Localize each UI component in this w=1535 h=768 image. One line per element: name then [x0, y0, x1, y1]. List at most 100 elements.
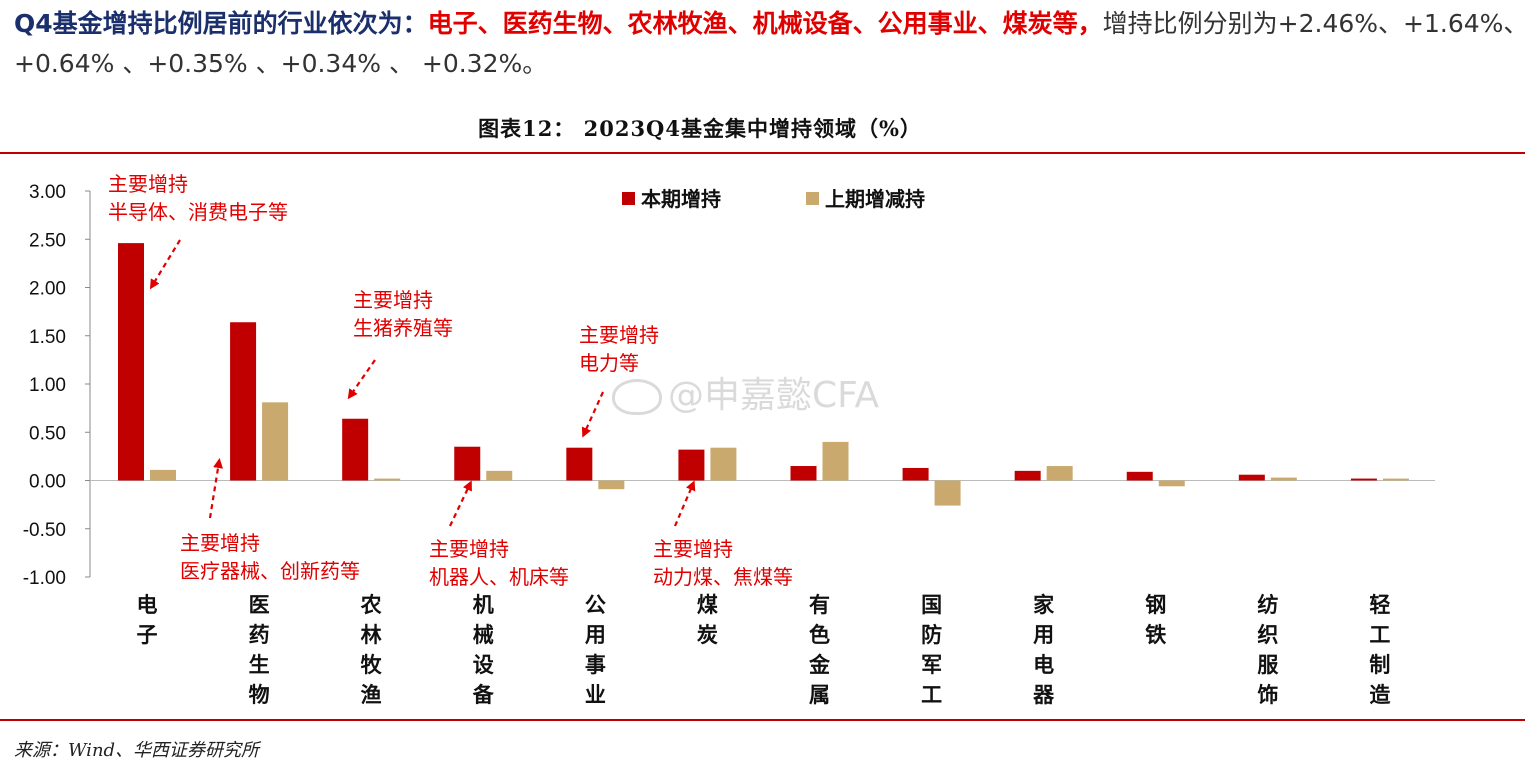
chart-annotations: 主要增持半导体、消费电子等主要增持医疗器械、创新药等主要增持生猪养殖等主要增持机…: [108, 172, 793, 589]
headline-highlight: 电子、医药生物、农林牧渔、机械设备、公用事业、煤炭等，: [427, 9, 1103, 38]
bar-previous: [934, 480, 961, 506]
category-label-char: 钢: [1145, 592, 1166, 617]
annotation-text: 医疗器械、创新药等: [180, 559, 360, 583]
y-tick-label: 1.50: [29, 327, 66, 348]
legend-label: 上期增减持: [825, 187, 925, 211]
annotation-arrow: [581, 391, 605, 438]
annotation-text: 生猪养殖等: [353, 316, 453, 340]
chart-title: 图表12： 2023Q4基金集中增持领域（%）: [478, 116, 922, 141]
annotation-text: 主要增持: [653, 537, 733, 561]
category-label-char: 事: [585, 652, 606, 677]
bar-current: [902, 467, 929, 481]
category-label-char: 煤: [697, 592, 718, 617]
y-tick-label: 0.00: [29, 472, 66, 493]
category-label-char: 设: [473, 652, 494, 677]
y-tick-label: 0.50: [29, 423, 66, 444]
annotation-text: 动力煤、焦煤等: [653, 565, 793, 589]
bar-current: [790, 466, 817, 481]
bar-previous: [150, 469, 176, 481]
legend-swatch: [622, 192, 635, 205]
category-label-char: 国: [921, 592, 942, 617]
bar-current: [454, 446, 481, 481]
bar-previous: [374, 478, 401, 481]
top-rule: [0, 152, 1525, 154]
category-label-char: 用: [1033, 622, 1054, 647]
bar-previous: [1158, 480, 1185, 487]
bar-current: [1126, 471, 1153, 481]
category-label-char: 制: [1369, 652, 1390, 677]
weibo-logo-icon: [612, 379, 662, 415]
category-label-char: 属: [809, 682, 830, 707]
category-label-char: 医: [249, 592, 270, 617]
annotation-text: 主要增持: [579, 323, 659, 347]
category-label-char: 机: [473, 592, 494, 617]
annotation-arrow: [347, 359, 376, 400]
category-label-char: 防: [921, 622, 942, 647]
bar-previous: [1046, 466, 1073, 481]
category-label-char: 金: [808, 652, 831, 677]
bottom-rule: [0, 719, 1525, 721]
bar-current: [566, 447, 593, 481]
bar-current: [118, 243, 144, 481]
bar-previous: [1382, 478, 1409, 481]
headline-tail: 增持比例分别为+2.46%、+1.64%、 +0.64% 、+0.35% 、+0…: [14, 9, 1529, 78]
bar-current: [1350, 478, 1377, 481]
legend-swatch: [806, 192, 819, 205]
category-label-char: 用: [585, 622, 606, 647]
category-label-char: 林: [361, 622, 382, 647]
bar-previous: [486, 470, 513, 481]
annotation-text: 主要增持: [108, 172, 188, 196]
annotation-text: 主要增持: [429, 537, 509, 561]
bar-previous: [598, 480, 625, 490]
category-label-char: 渔: [361, 682, 382, 707]
watermark-text: @申嘉懿CFA: [668, 375, 880, 416]
annotation-arrow: [149, 239, 181, 290]
chart-legend: 本期增持 上期增减持: [622, 187, 925, 211]
category-label-char: 械: [473, 622, 494, 647]
annotation-text: 机器人、机床等: [429, 565, 569, 589]
annotation-arrow: [449, 480, 472, 527]
category-label-char: 牧: [361, 652, 383, 677]
y-tick-label: 2.00: [29, 279, 66, 300]
chart-axes: 3.00 2.50 2.00 1.50 1.00 0.50 0.00 -0.50 -1.00: [23, 182, 1435, 589]
chart-bars: [118, 243, 1409, 506]
category-label-char: 农: [360, 592, 382, 617]
y-tick-label: 2.50: [29, 230, 66, 251]
headline: Q4基金增持比例居前的行业依次为：电子、医药生物、农林牧渔、机械设备、公用事业、…: [14, 4, 1529, 84]
category-label-char: 纺: [1257, 592, 1278, 617]
bar-current: [230, 322, 257, 481]
watermark: @申嘉懿CFA: [612, 366, 879, 418]
category-label-char: 物: [249, 682, 270, 707]
category-label-char: 电: [1033, 652, 1054, 677]
category-label-char: 轻: [1369, 592, 1390, 617]
bar-previous: [1270, 477, 1297, 481]
category-label-char: 造: [1369, 682, 1391, 707]
bar-previous: [262, 402, 289, 481]
y-tick-label: -1.00: [23, 568, 66, 589]
category-label-char: 铁: [1145, 622, 1166, 647]
category-label-char: 生: [249, 652, 270, 677]
y-tick-label: 3.00: [29, 182, 66, 203]
headline-lead: Q4基金增持比例居前的行业依次为：: [14, 9, 428, 38]
category-label-char: 家: [1033, 592, 1055, 617]
category-labels: 电子医药生物农林牧渔机械设备公用事业煤炭有色金属国防军工家用电器钢铁纺织服饰轻工…: [137, 592, 1392, 707]
category-label-char: 工: [1369, 622, 1390, 647]
category-label-char: 工: [921, 682, 942, 707]
annotation-text: 电力等: [579, 351, 639, 375]
annotation-arrow: [208, 458, 223, 519]
category-label-char: 服: [1257, 652, 1279, 677]
category-label-char: 有: [809, 592, 830, 617]
category-label-char: 饰: [1257, 682, 1278, 707]
y-tick-label: -0.50: [23, 520, 66, 541]
category-label-char: 备: [472, 682, 495, 707]
category-label-char: 军: [921, 652, 942, 677]
category-label-char: 药: [249, 622, 270, 647]
category-label-char: 电: [137, 592, 158, 617]
bar-current: [1014, 470, 1041, 481]
bar-current: [678, 449, 705, 481]
legend-label: 本期增持: [641, 187, 721, 211]
annotation-arrow: [673, 480, 696, 527]
y-tick-label: 1.00: [29, 375, 66, 396]
source-note: 来源：Wind、华西证券研究所: [14, 740, 260, 761]
